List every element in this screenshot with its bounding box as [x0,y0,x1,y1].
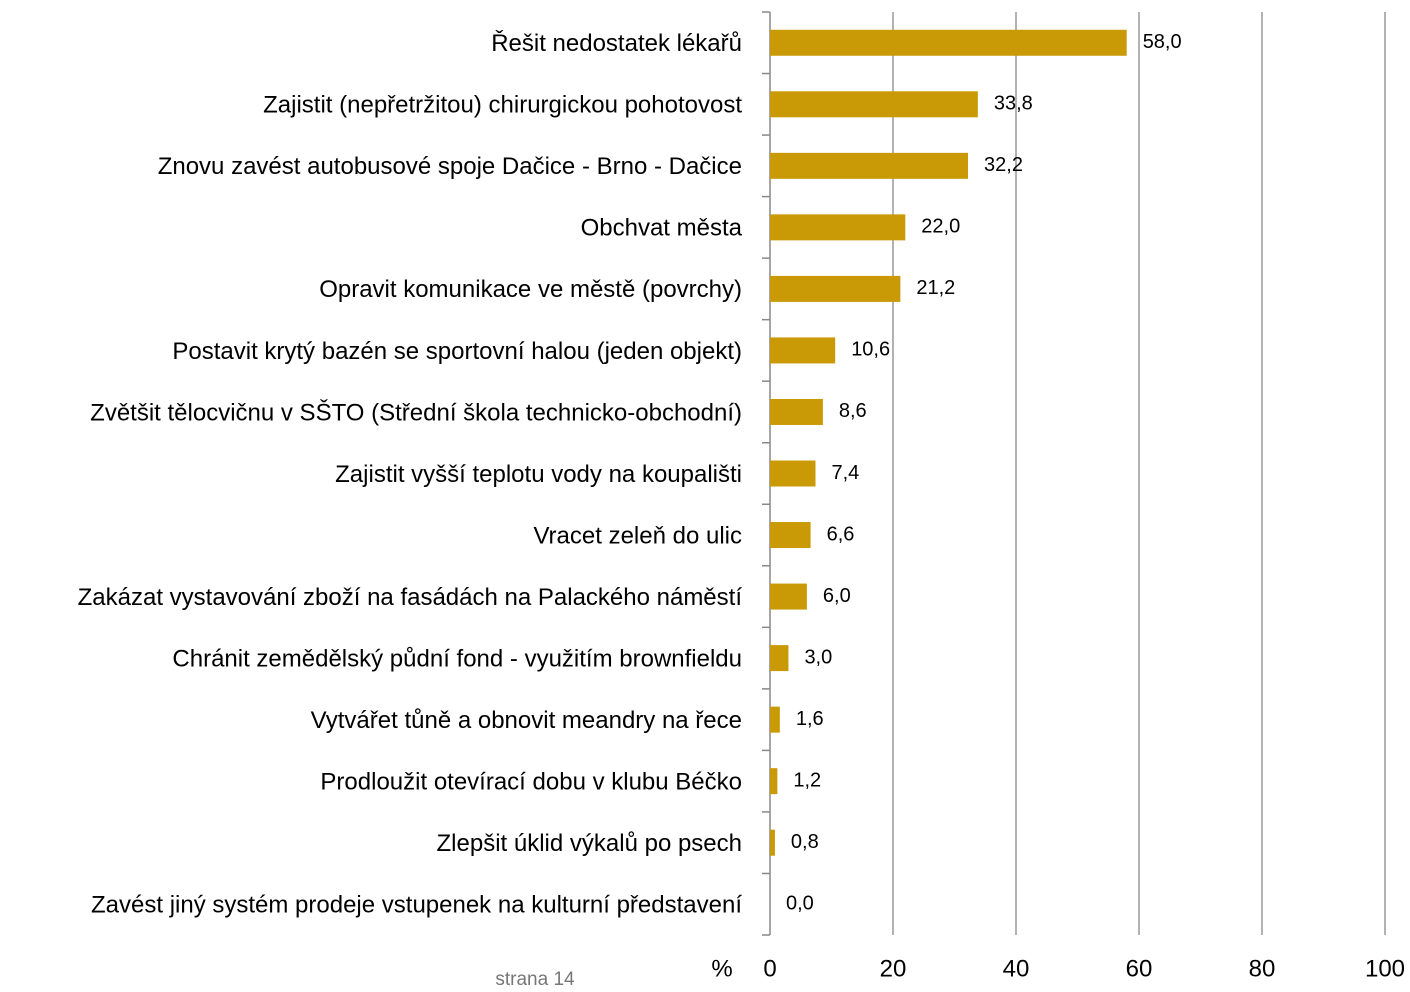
y-tick-label: Obchvat města [581,215,743,242]
data-label: 22,0 [921,216,960,238]
data-label: 0,8 [791,831,819,853]
data-label: 6,6 [827,523,855,545]
y-tick-label: Vracet zeleň do ulic [533,522,742,549]
y-tick-label: Prodloužit otevírací dobu v klubu Béčko [320,769,742,796]
data-label: 6,0 [823,585,851,607]
data-label: 7,4 [832,462,860,484]
y-tick-label: Zajistit (nepřetržitou) chirurgickou poh… [263,92,742,119]
bar [770,398,823,425]
x-tick-label: 80 [1249,955,1276,982]
x-tick-label: 20 [880,955,907,982]
y-tick-label: Zakázat vystavování zboží na fasádách na… [78,584,743,611]
x-tick-label: 40 [1003,955,1030,982]
data-label: 3,0 [804,646,832,668]
y-tick-label: Zlepšit úklid výkalů po psech [437,830,742,857]
bar [770,214,906,241]
x-tick-label: 100 [1365,955,1405,982]
data-label: 33,8 [994,93,1033,115]
x-axis-label: % [711,955,732,982]
bar [770,337,836,364]
x-tick-label: 0 [763,955,776,982]
data-label: 21,2 [916,277,955,299]
y-tick-label: Znovu zavést autobusové spoje Dačice - B… [158,153,742,180]
page-footer: strana 14 [495,969,575,990]
x-tick-label: 60 [1126,955,1153,982]
data-label: 58,0 [1143,31,1182,53]
bar [770,152,969,179]
bar [770,645,789,672]
bar [770,829,775,856]
data-label: 8,6 [839,400,867,422]
y-tick-label: Zajistit vyšší teplotu vody na koupališt… [335,461,742,488]
y-tick-label: Opravit komunikace ve městě (povrchy) [319,276,742,303]
data-label: 1,6 [796,708,824,730]
data-label: 32,2 [984,154,1023,176]
y-tick-label: Zavést jiný systém prodeje vstupenek na … [91,892,742,919]
bar [770,91,978,118]
bar [770,522,811,549]
bar [770,29,1127,56]
bar [770,768,778,795]
y-tick-label: Postavit krytý bazén se sportovní halou … [172,338,742,365]
y-tick-label: Chránit zemědělský půdní fond - využitím… [172,645,742,672]
y-tick-label: Zvětšit tělocvičnu v SŠTO (Střední škola… [90,398,742,426]
bar [770,706,780,733]
bar [770,583,807,610]
data-label: 1,2 [793,769,821,791]
y-tick-label: Vytvářet tůně a obnovit meandry na řece [311,707,742,734]
bar [770,460,816,487]
bar [770,275,901,302]
data-label: 0,0 [786,893,814,915]
data-label: 10,6 [851,339,890,361]
y-tick-label: Řešit nedostatek lékařů [491,30,742,57]
